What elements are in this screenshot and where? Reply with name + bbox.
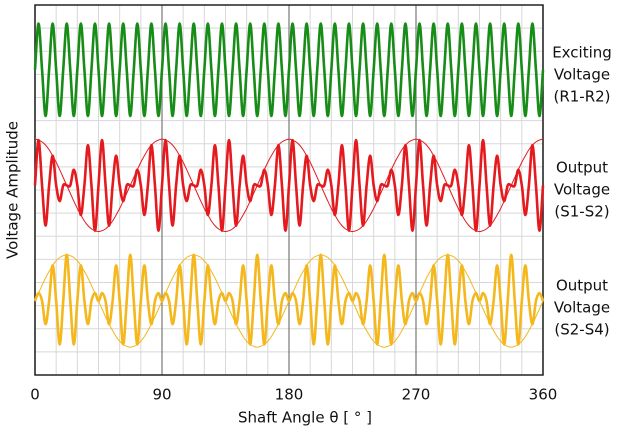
x-tick-label: 360 — [529, 386, 558, 404]
series-label: Exciting — [552, 44, 612, 62]
series-label: (R1-R2) — [553, 88, 610, 106]
series-label: (S1-S2) — [554, 203, 609, 221]
series-label: (S2-S4) — [554, 321, 609, 339]
series-line — [33, 22, 545, 118]
series-label: Output — [556, 159, 608, 177]
x-tick-label: 90 — [152, 386, 171, 404]
y-axis-label: Voltage Amplitude — [4, 121, 22, 259]
x-tick-label: 180 — [275, 386, 304, 404]
series-label: Voltage — [554, 66, 610, 84]
series-line — [34, 138, 544, 233]
series-line — [34, 254, 544, 348]
x-tick-label: 0 — [30, 386, 40, 404]
x-axis-label: Shaft Angle θ [ ° ] — [238, 409, 372, 427]
x-tick-label: 270 — [402, 386, 431, 404]
series-label: Voltage — [554, 181, 610, 199]
series-line — [33, 138, 545, 232]
series-label: Voltage — [554, 299, 610, 317]
series-label: Output — [556, 277, 608, 295]
